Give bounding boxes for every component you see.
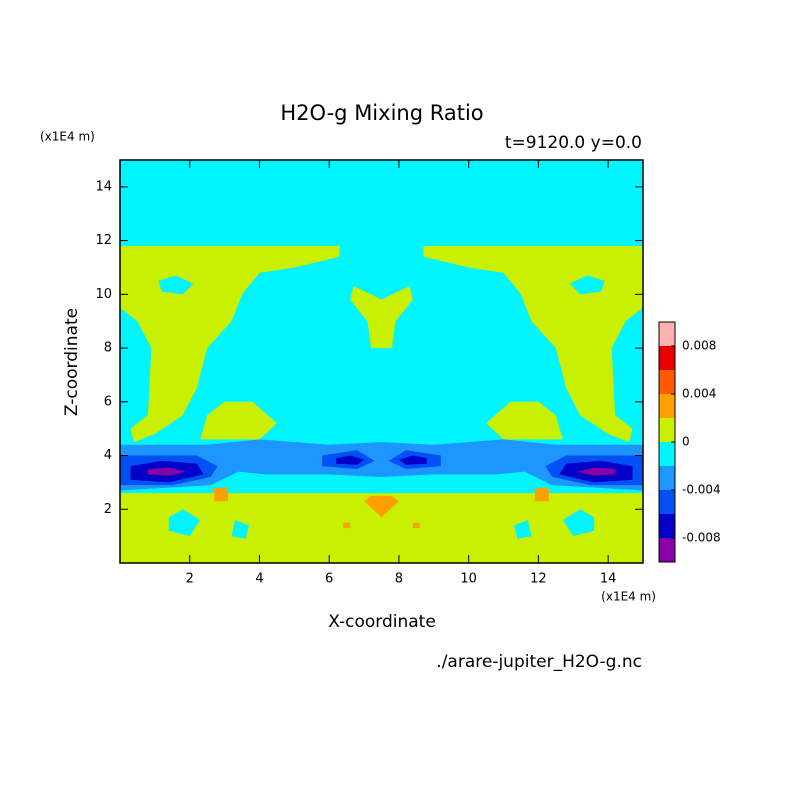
colorbar-band <box>659 394 675 418</box>
contour-region <box>513 520 532 539</box>
plot-frame <box>119 159 644 564</box>
x-tick-label: 8 <box>395 572 403 587</box>
contour-region <box>412 522 420 529</box>
y-tick-label: 8 <box>104 341 112 356</box>
contour-region <box>350 286 413 349</box>
colorbar-band <box>659 466 675 490</box>
colorbar-band <box>659 442 675 466</box>
contour-region <box>120 439 643 491</box>
colorbar-band <box>659 370 675 394</box>
y-tick-label: 2 <box>104 502 112 517</box>
x-tick-label: 12 <box>530 572 547 587</box>
contour-region <box>423 245 643 443</box>
contour-region <box>231 520 250 539</box>
y-tick-label: 6 <box>104 394 112 409</box>
y-tick-label: 4 <box>104 448 112 463</box>
colorbar-tick-label: -0.008 <box>682 531 721 545</box>
x-unit: (x1E4 m) <box>601 590 656 604</box>
x-axis-label: X-coordinate <box>328 612 436 632</box>
colorbar-band <box>659 490 675 514</box>
contour-region <box>200 401 277 440</box>
colorbar-tick-label: -0.004 <box>682 483 721 497</box>
colorbar-band <box>659 346 675 370</box>
colorbar-tick-label: 0.008 <box>682 339 716 353</box>
y-tick-label: 14 <box>95 179 112 194</box>
colorbar-band <box>659 322 675 346</box>
colorbar-band <box>659 514 675 538</box>
contour-region <box>158 275 194 295</box>
contour-region <box>576 467 616 476</box>
contour-field <box>120 160 643 563</box>
chart-title: H2O-g Mixing Ratio <box>280 101 483 125</box>
colorbar-band <box>659 538 675 562</box>
colorbar-tick-label: 0 <box>682 435 690 449</box>
y-axis-label: Z-coordinate <box>62 308 82 416</box>
contour-region <box>336 455 365 465</box>
contour-region <box>343 522 351 529</box>
y-tick-label: 12 <box>95 233 112 248</box>
colorbar-tick-label: 0.004 <box>682 387 716 401</box>
contour-region <box>486 401 563 440</box>
contour-region <box>120 245 340 443</box>
x-tick-label: 14 <box>600 572 617 587</box>
x-tick-label: 6 <box>325 572 333 587</box>
contour-region <box>364 495 399 518</box>
x-tick-label: 2 <box>186 572 194 587</box>
contour-region <box>214 487 229 502</box>
x-tick-label: 10 <box>460 572 477 587</box>
contour-region <box>120 493 643 563</box>
contour-region <box>398 455 427 465</box>
contour-region <box>562 509 595 537</box>
y-tick-label: 10 <box>95 287 112 302</box>
contour-region <box>147 467 187 476</box>
x-tick-label: 4 <box>255 572 263 587</box>
chart-subtitle: t=9120.0 y=0.0 <box>505 133 642 153</box>
source-file: ./arare-jupiter_H2O-g.nc <box>436 652 642 672</box>
y-unit: (x1E4 m) <box>40 130 95 144</box>
colorbar-band <box>659 418 675 442</box>
contour-region <box>168 509 201 537</box>
contour-region <box>569 275 605 295</box>
contour-region <box>534 487 549 502</box>
